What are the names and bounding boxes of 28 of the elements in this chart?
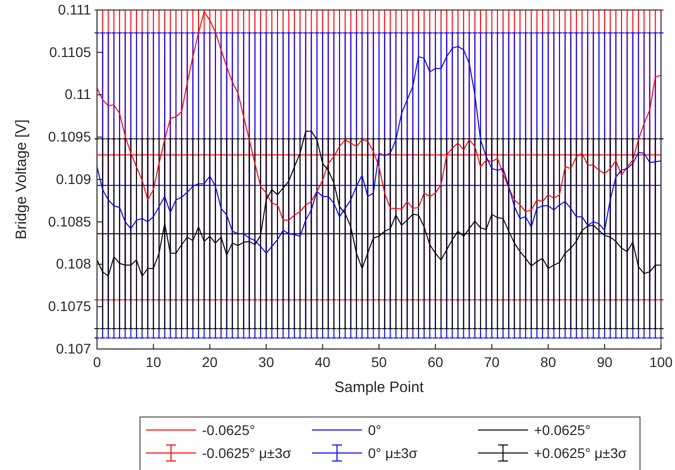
- y-tick-label: 0.1095: [48, 128, 92, 145]
- y-tick-label: 0.1105: [49, 44, 92, 60]
- y-axis-title: Bridge Voltage [V]: [13, 119, 30, 240]
- legend-label: +0.0625°: [534, 422, 591, 438]
- x-tick-label: 80: [540, 354, 556, 370]
- y-tick-label: 0.107: [56, 340, 92, 356]
- x-tick-label: 50: [371, 354, 387, 370]
- x-tick-label: 100: [649, 354, 673, 370]
- y-tick-label: 0.1075: [48, 298, 92, 314]
- y-tick-label: 0.11: [64, 86, 92, 102]
- y-tick-label: 0.1085: [48, 213, 92, 230]
- y-tick-label: 0.109: [56, 170, 92, 187]
- x-tick-label: 60: [428, 354, 444, 370]
- x-axis-title: Sample Point: [334, 379, 424, 396]
- x-tick-label: 70: [484, 354, 500, 370]
- x-tick-label: 40: [314, 354, 331, 370]
- x-tick-label: 0: [93, 354, 102, 370]
- x-tick-label: 90: [596, 354, 613, 370]
- y-tick-label: 0.111: [58, 1, 92, 18]
- x-tick-label: 20: [202, 354, 218, 370]
- legend-label: -0.0625°: [202, 422, 256, 438]
- x-tick-label: 30: [258, 354, 274, 370]
- x-tick-label: 10: [146, 354, 162, 370]
- legend-label: 0°: [368, 422, 382, 438]
- legend-label: +0.0625° μ±3σ: [534, 445, 628, 461]
- legend-label: 0° μ±3σ: [368, 445, 418, 461]
- y-tick-label: 0.108: [56, 256, 92, 272]
- legend-label: -0.0625° μ±3σ: [202, 445, 292, 461]
